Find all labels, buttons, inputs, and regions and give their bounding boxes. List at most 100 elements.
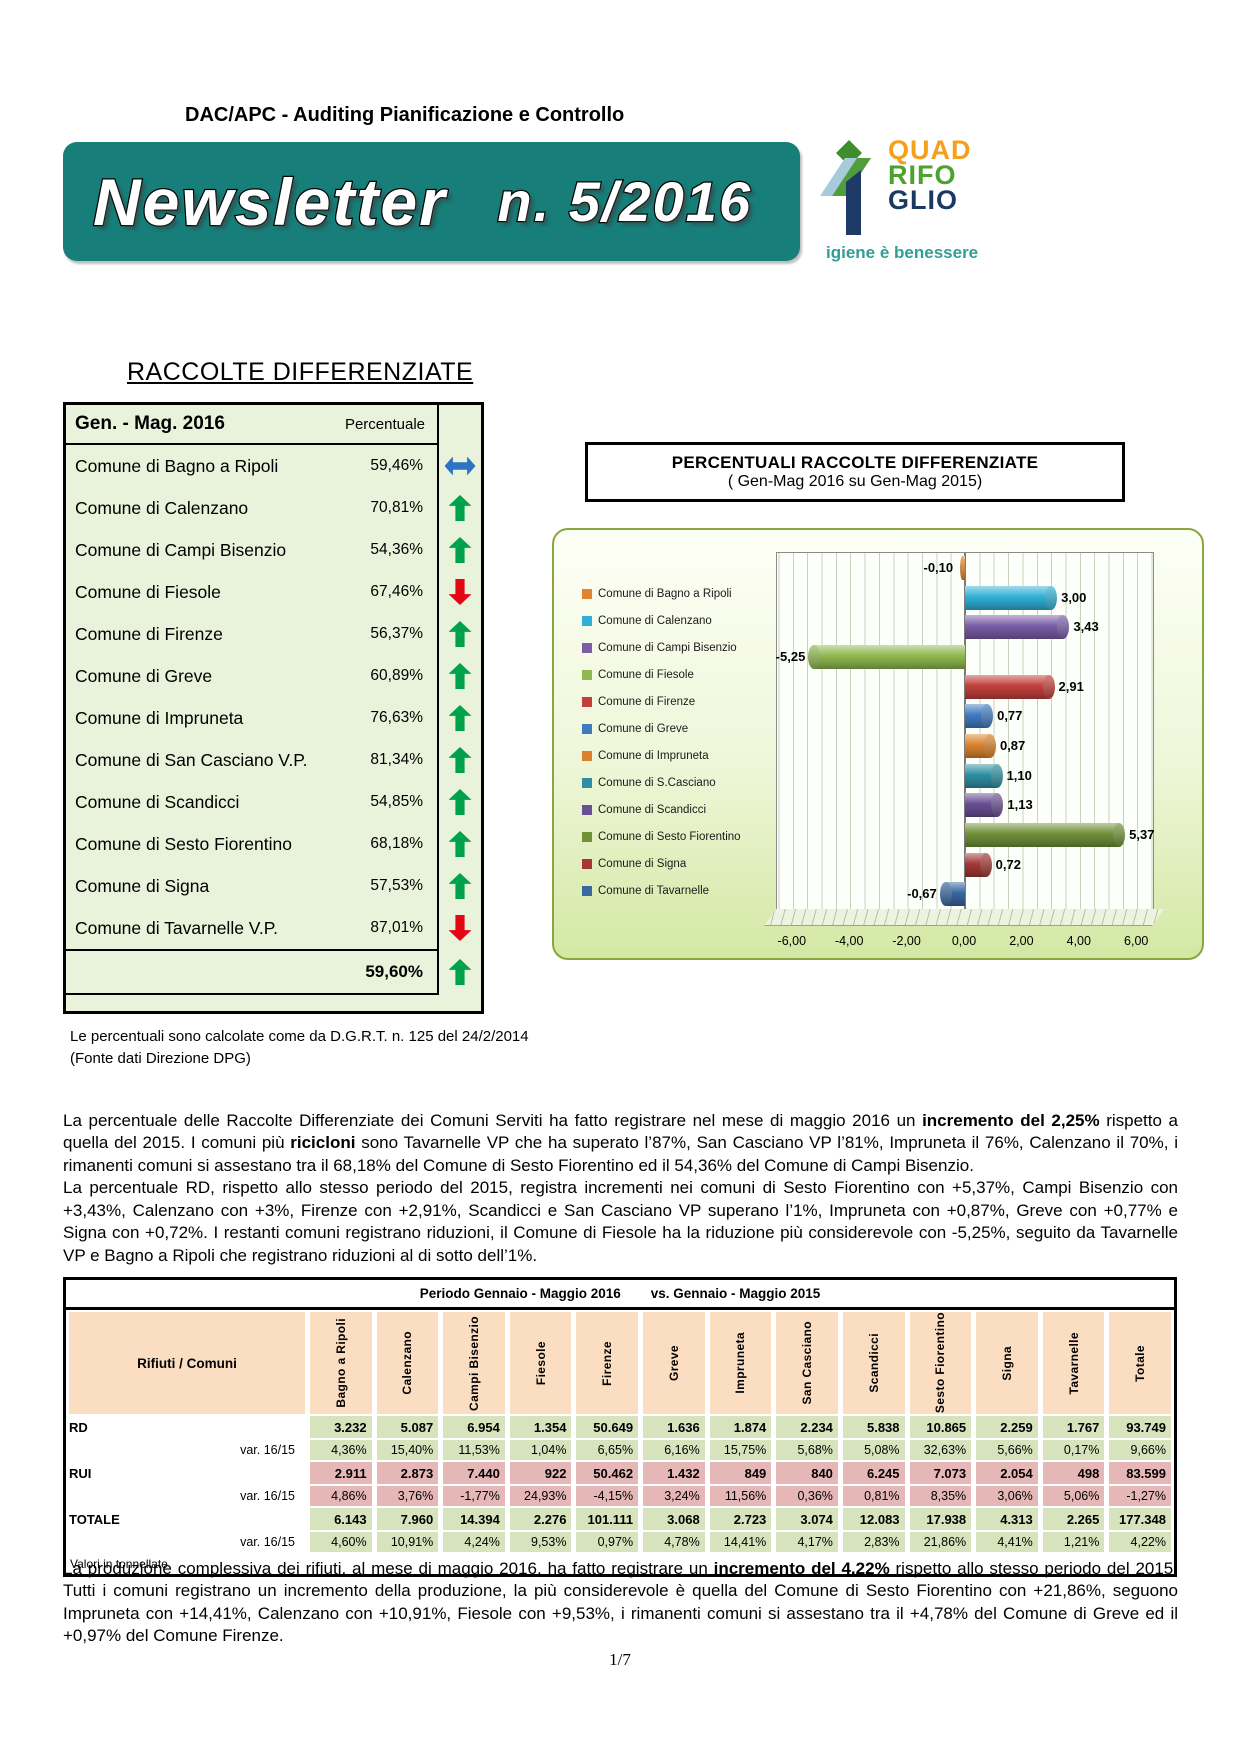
up-arrow-icon: [448, 495, 472, 521]
waste-table-cell: 2.873: [376, 1462, 439, 1484]
waste-table-cell: 11,53%: [443, 1440, 505, 1460]
waste-table-cell: 1.354: [509, 1416, 572, 1438]
legend-item: Comune di Sesto Fiorentino: [582, 823, 741, 850]
waste-table-cell: 4,24%: [443, 1532, 505, 1552]
legend-item: Comune di S.Casciano: [582, 769, 741, 796]
rd-row-name: Comune di Campi Bisenzio: [75, 539, 287, 560]
waste-table-cell: 14,41%: [709, 1532, 772, 1552]
rd-row-arrow-cell: [437, 907, 481, 949]
logo-line-1: QUAD: [888, 135, 972, 165]
rd-row-arrow-cell: [437, 865, 481, 907]
legend-label: Comune di Calenzano: [598, 614, 712, 627]
bar-value-label: 0,87: [999, 738, 1026, 753]
waste-table-cell: 1.432: [643, 1462, 705, 1484]
legend-label: Comune di Campi Bisenzio: [598, 641, 737, 654]
waste-table-cell: 15,75%: [709, 1440, 772, 1460]
legend-label: Comune di Scandicci: [598, 803, 707, 816]
chart-bar: [808, 645, 965, 669]
up-arrow-icon: [448, 663, 472, 689]
legend-item: Comune di Signa: [582, 850, 741, 877]
waste-table-cell: 3.074: [776, 1508, 838, 1530]
waste-table-cell: 3,06%: [976, 1486, 1038, 1506]
rd-row-name: Comune di Bagno a Ripoli: [75, 455, 279, 476]
chart-bar: [959, 556, 965, 580]
legend-item: Comune di Bagno a Ripoli: [582, 580, 741, 607]
paragraph-rd-commentary: La percentuale delle Raccolte Differenzi…: [63, 1111, 1178, 1265]
waste-table-cell: 2,83%: [842, 1532, 905, 1552]
waste-table-column-header-text: Impruneta: [733, 1332, 748, 1394]
page-number: 1/7: [609, 1650, 631, 1669]
waste-table-column-header-text: Scandicci: [866, 1333, 881, 1393]
waste-table-cell: 5.838: [842, 1416, 905, 1438]
waste-table-cell: -4,15%: [576, 1486, 639, 1506]
legend-item: Comune di Calenzano: [582, 607, 741, 634]
waste-table-title-left: Periodo Gennaio - Maggio 2016: [419, 1286, 621, 1301]
chart-bar: [965, 852, 992, 877]
up-arrow-icon: [448, 873, 472, 899]
waste-table-cell: -1,77%: [443, 1486, 505, 1506]
rd-footnote: Le percentuali sono calcolate come da D.…: [70, 1026, 529, 1070]
logo-tagline: igiene è benessere: [826, 243, 979, 262]
rd-row-name: Comune di Greve: [75, 665, 213, 686]
waste-table-column-header: Firenze: [576, 1312, 639, 1414]
same-arrow-icon: [444, 456, 476, 476]
waste-table-row-label: TOTALE: [69, 1511, 120, 1527]
bar-value-label: -0,67: [907, 886, 937, 902]
legend-label: Comune di Greve: [598, 722, 689, 735]
chart-title: PERCENTUALI RACCOLTE DIFFERENZIATE: [671, 453, 1039, 472]
legend-swatch: [582, 696, 592, 707]
legend-swatch: [582, 858, 592, 869]
waste-table-row-label: RD: [69, 1419, 88, 1435]
waste-table-cell: 922: [509, 1462, 572, 1484]
waste-table-title-right: vs. Gennaio - Maggio 2015: [650, 1286, 821, 1301]
waste-table-column-header-text: Bagno a Ripoli: [333, 1318, 348, 1408]
rd-row-pct: 59,46%: [370, 457, 423, 474]
waste-table-column-header: Impruneta: [709, 1312, 772, 1414]
bar-value-label: 2,91: [1058, 678, 1084, 694]
waste-table-cell: 7.960: [376, 1508, 439, 1530]
legend-swatch: [582, 615, 592, 626]
rd-row-pct: 56,37%: [370, 625, 423, 642]
waste-table-cell: 15,40%: [376, 1440, 439, 1460]
bar-value-label: 3,00: [1061, 589, 1087, 605]
rd-row-name: Comune di Signa: [75, 875, 210, 896]
down-arrow-icon: [448, 915, 472, 941]
paragraph-production-commentary: La produzione complessiva dei rifiuti, a…: [63, 1559, 1178, 1646]
waste-table-cell: 4,60%: [310, 1532, 372, 1552]
waste-table-cell: 498: [1042, 1462, 1105, 1484]
waste-table-cell: 3,76%: [376, 1486, 439, 1506]
waste-table-cell: 1.636: [643, 1416, 705, 1438]
waste-table-cell: 14.394: [443, 1508, 505, 1530]
chart-bar-cap: [979, 852, 992, 877]
waste-table-column-header: Bagno a Ripoli: [310, 1312, 372, 1414]
waste-table-column-header-text: Totale: [1133, 1344, 1148, 1382]
waste-table-cell: 1,21%: [1042, 1532, 1105, 1552]
waste-table-cell: 10.865: [909, 1416, 972, 1438]
x-axis-tick-label: 4,00: [1066, 934, 1091, 948]
legend-swatch: [582, 669, 592, 680]
chart-bar: [965, 793, 1004, 818]
chart-bar-cap: [1113, 823, 1126, 847]
legend-item: Comune di Tavarnelle: [582, 877, 741, 904]
chart-bar-cap: [1057, 615, 1070, 640]
chart-bar: [965, 674, 1055, 699]
rd-section-title: RACCOLTE DIFFERENZIATE: [127, 358, 474, 386]
rd-row-name: Comune di San Casciano V.P.: [75, 749, 308, 770]
rd-row-pct: 57,53%: [370, 877, 423, 894]
legend-item: Comune di Impruneta: [582, 742, 741, 769]
legend-label: Comune di S.Casciano: [598, 776, 716, 789]
rd-footnote-line1: Le percentuali sono calcolate come da D.…: [70, 1028, 529, 1045]
waste-table-column-header: Calenzano: [376, 1312, 439, 1414]
waste-table-cell: 6,16%: [643, 1440, 705, 1460]
chart-bar-cap: [959, 556, 965, 580]
legend-item: Comune di Greve: [582, 715, 741, 742]
x-axis-tick-label: -4,00: [834, 934, 864, 948]
dept-title: DAC/APC - Auditing Pianificazione e Cont…: [185, 104, 625, 126]
waste-table-column-header-text: Fiesole: [533, 1340, 548, 1386]
chart-bar: [965, 823, 1126, 847]
waste-table-cell: 840: [776, 1462, 838, 1484]
bar-value-label: 1,13: [1007, 797, 1033, 813]
waste-table-cell: 5,68%: [776, 1440, 838, 1460]
rd-row-arrow-cell: [437, 445, 481, 487]
waste-table-cell: 6.954: [443, 1416, 505, 1438]
